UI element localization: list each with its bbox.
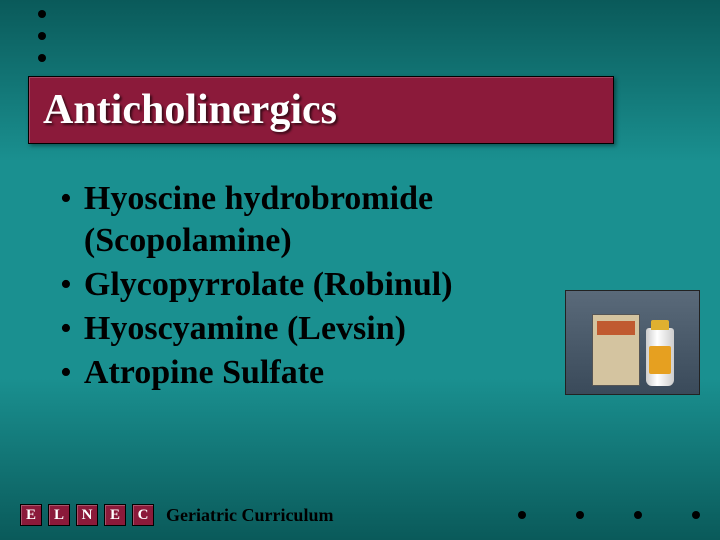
dot: [576, 511, 584, 519]
dot: [38, 54, 46, 62]
decorative-top-dots: [38, 10, 46, 62]
bullet-text: Glycopyrrolate (Robinul): [84, 264, 453, 306]
footer: E L N E C Geriatric Curriculum: [20, 504, 700, 526]
dot: [38, 10, 46, 18]
dot: [518, 511, 526, 519]
bullet-item: • Hyoscine hydrobromide (Scopolamine): [60, 178, 560, 262]
footer-letter: L: [48, 504, 70, 526]
bullet-text: Atropine Sulfate: [84, 352, 324, 394]
medication-box-icon: [592, 314, 640, 386]
slide-title: Anticholinergics: [43, 86, 337, 134]
dot: [634, 511, 642, 519]
medication-image: [565, 290, 700, 395]
title-box: Anticholinergics: [28, 76, 614, 144]
dot: [38, 32, 46, 40]
bullet-mark: •: [60, 264, 72, 306]
footer-letter: C: [132, 504, 154, 526]
footer-letter: E: [20, 504, 42, 526]
bullet-mark: •: [60, 352, 72, 394]
medication-vial-icon: [646, 328, 674, 386]
decorative-footer-dots: [518, 511, 700, 519]
footer-letter: E: [104, 504, 126, 526]
bullet-text: Hyoscine hydrobromide (Scopolamine): [84, 178, 560, 262]
bullet-item: • Atropine Sulfate: [60, 352, 560, 394]
bullet-item: • Hyoscyamine (Levsin): [60, 308, 560, 350]
footer-letter: N: [76, 504, 98, 526]
footer-text: Geriatric Curriculum: [166, 505, 333, 526]
dot: [692, 511, 700, 519]
bullet-item: • Glycopyrrolate (Robinul): [60, 264, 560, 306]
bullet-text: Hyoscyamine (Levsin): [84, 308, 406, 350]
bullet-mark: •: [60, 178, 72, 220]
bullet-list: • Hyoscine hydrobromide (Scopolamine) • …: [60, 178, 560, 396]
bullet-mark: •: [60, 308, 72, 350]
